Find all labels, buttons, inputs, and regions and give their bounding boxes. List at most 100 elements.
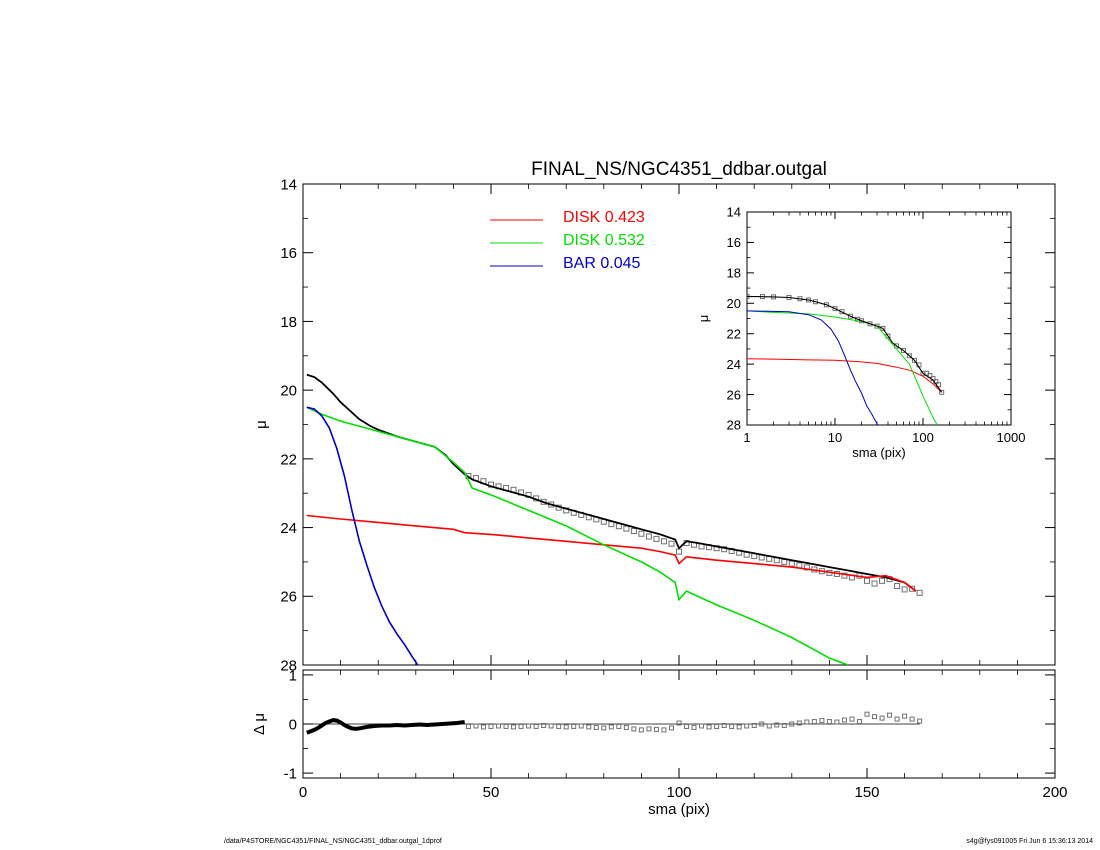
y-axis-label: Δ μ: [251, 713, 268, 735]
main-plot: 14 16 18 20 22 24 26 28 μ DISK 0.423 DISK 0.532 BAR…: [253, 176, 1056, 674]
y-tick-label: 22: [727, 326, 741, 341]
data-point: [518, 723, 524, 729]
data-point: [826, 719, 832, 725]
series-line-disk2: [747, 310, 938, 425]
data-point: [781, 722, 787, 728]
y-tick-label: 18: [280, 314, 297, 331]
data-point: [616, 723, 622, 729]
data-point: [879, 577, 886, 584]
data-point: [676, 548, 682, 555]
legend-label: DISK 0.532: [563, 232, 645, 249]
x-axis-label: sma (pix): [648, 801, 710, 818]
plot-area: [303, 711, 923, 735]
data-point: [503, 723, 509, 729]
y-tick-label: 20: [727, 296, 741, 311]
data-point: [819, 718, 825, 724]
data-point: [653, 535, 660, 542]
data-point: [721, 722, 727, 728]
x-tick-label: 100: [912, 430, 934, 445]
data-point: [911, 357, 917, 363]
x-tick-label: 1000: [997, 430, 1026, 445]
y-tick-label: 1: [289, 667, 297, 684]
data-point: [480, 724, 486, 730]
data-point: [834, 719, 840, 725]
y-tick-label: 24: [727, 357, 741, 372]
data-point: [638, 530, 645, 537]
data-point: [917, 718, 923, 724]
data-point: [902, 713, 908, 719]
data-point: [847, 313, 853, 319]
legend-label: DISK 0.423: [563, 209, 645, 226]
series-line-total: [306, 373, 917, 592]
data-point: [526, 723, 532, 729]
chart-title: FINAL_NS/NGC4351_ddbar.outgal: [531, 159, 827, 180]
plot-area: [306, 373, 923, 665]
data-point: [796, 720, 802, 726]
series-line-total: [747, 295, 943, 393]
data-point: [593, 724, 599, 730]
data-point: [556, 723, 562, 729]
data-point: [541, 722, 547, 728]
data-point: [909, 585, 916, 592]
y-tick-label: 14: [727, 205, 741, 220]
data-point: [781, 558, 788, 565]
data-point: [714, 723, 720, 729]
data-point: [646, 726, 652, 732]
data-point: [744, 723, 750, 729]
x-tick-label: 1: [743, 430, 750, 445]
data-point: [864, 711, 870, 717]
data-point: [488, 723, 494, 729]
y-tick-label: 28: [727, 418, 741, 433]
data-point: [789, 721, 795, 727]
data-point: [578, 723, 584, 729]
y-tick-label: 16: [727, 235, 741, 250]
data-point: [571, 723, 577, 729]
data-point: [759, 721, 765, 727]
data-point: [939, 389, 945, 395]
data-point: [774, 722, 780, 728]
y-tick-label: -1: [284, 765, 297, 782]
data-point: [660, 538, 667, 545]
data-point: [887, 712, 893, 718]
data-point: [608, 724, 614, 730]
y-tick-label: 26: [280, 589, 297, 606]
inset-plot: 1 10 100 1000 14 16 18 20 22 24 26 28 μ sma (pix): [696, 205, 1025, 460]
data-point: [841, 717, 847, 723]
y-tick-label: 14: [280, 176, 297, 193]
series-line-bar: [306, 406, 419, 665]
x-tick-label: 0: [299, 784, 307, 801]
data-point: [645, 533, 652, 540]
data-point: [909, 716, 915, 722]
y-tick-label: 26: [727, 387, 741, 402]
data-point: [874, 323, 880, 329]
data-point: [473, 723, 479, 729]
data-point: [729, 723, 735, 729]
data-point: [653, 726, 659, 732]
data-point: [856, 719, 862, 725]
data-point: [533, 723, 539, 729]
data-point: [804, 719, 810, 725]
data-point: [676, 720, 682, 726]
data-point: [901, 586, 908, 593]
x-tick-label: 150: [854, 784, 879, 801]
series-line-bar: [747, 310, 879, 425]
data-point: [721, 546, 728, 553]
data-point: [668, 725, 674, 731]
data-point: [548, 723, 554, 729]
legend-label: BAR 0.045: [563, 255, 640, 272]
data-point: [623, 724, 629, 730]
x-tick-label: 50: [483, 784, 500, 801]
data-point: [631, 726, 637, 732]
y-axis-label: μ: [696, 315, 711, 323]
data-point: [511, 724, 517, 730]
data-point: [880, 325, 886, 331]
x-tick-label: 200: [1042, 784, 1067, 801]
data-point: [811, 719, 817, 725]
y-tick-label: 22: [280, 451, 297, 468]
data-point: [879, 715, 885, 721]
data-point: [586, 724, 592, 730]
series-line-disk1: [306, 514, 917, 592]
data-point: [465, 723, 471, 729]
data-point: [684, 723, 690, 729]
